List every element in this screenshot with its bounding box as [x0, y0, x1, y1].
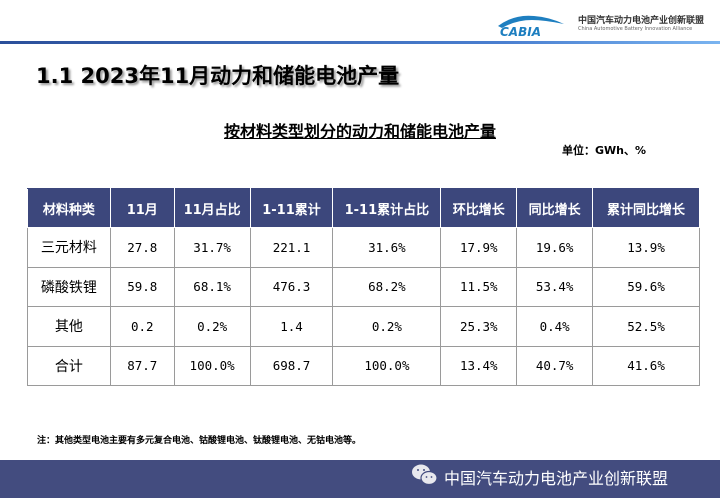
table-cell: 25.3%	[440, 306, 518, 347]
table-cell: 68.2%	[332, 266, 442, 307]
row-label: 合计	[27, 345, 111, 386]
footnote: 注：其他类型电池主要有多元复合电池、钴酸锂电池、钛酸锂电池、无钴电池等。	[37, 436, 362, 446]
cabia-logo: CABIA 中国汽车动力电池产业创新联盟 China Automotive Ba…	[490, 10, 720, 40]
table-cell: 68.1%	[173, 266, 251, 307]
footer-bar: 中国汽车动力电池产业创新联盟	[0, 460, 720, 498]
cabia-logo-mark: CABIA	[498, 15, 564, 38]
column-header: 1-11累计	[249, 188, 334, 228]
table-cell: 13.9%	[592, 227, 700, 268]
table-cell: 100.0%	[173, 345, 251, 386]
table-row: 磷酸铁锂 59.8 68.1% 476.3 68.2% 11.5% 53.4% 59.6%	[27, 266, 700, 307]
table-header-row: 材料种类 11月 11月占比 1-11累计 1-11累计占比 环比增长 同比增长…	[27, 188, 700, 228]
row-label: 三元材料	[27, 227, 111, 268]
table-row: 合计 87.7 100.0% 698.7 100.0% 13.4% 40.7% 41.6%	[27, 345, 700, 386]
table-row: 其他 0.2 0.2% 1.4 0.2% 25.3% 0.4% 52.5%	[27, 306, 700, 347]
column-header: 11月	[109, 188, 175, 228]
table-cell: 59.6%	[592, 266, 700, 307]
table-cell: 476.3	[249, 266, 334, 307]
column-header: 11月占比	[173, 188, 251, 228]
org-name-cn: 中国汽车动力电池产业创新联盟	[578, 16, 705, 26]
table-cell: 52.5%	[592, 306, 700, 347]
table-row: 三元材料 27.8 31.7% 221.1 31.6% 17.9% 19.6% 13.9%	[27, 227, 700, 268]
table-cell: 0.2%	[173, 306, 251, 347]
table-cell: 0.2%	[332, 306, 442, 347]
production-table: 材料种类 11月 11月占比 1-11累计 1-11累计占比 环比增长 同比增长…	[27, 188, 700, 386]
row-label: 其他	[27, 306, 111, 347]
wechat-icon	[412, 464, 438, 486]
org-name-en: China Automotive Battery Innovation Alli…	[578, 26, 693, 32]
column-header: 环比增长	[440, 188, 518, 228]
column-header: 累计同比增长	[592, 188, 700, 228]
table-cell: 698.7	[249, 345, 334, 386]
table-cell: 0.4%	[516, 306, 594, 347]
table-cell: 59.8	[109, 266, 175, 307]
table-cell: 100.0%	[332, 345, 442, 386]
table-cell: 221.1	[249, 227, 334, 268]
footer-org-name: 中国汽车动力电池产业创新联盟	[444, 469, 669, 488]
table-cell: 53.4%	[516, 266, 594, 307]
table-title: 按材料类型划分的动力和储能电池产量	[223, 122, 496, 141]
table-cell: 31.6%	[332, 227, 442, 268]
table-cell: 87.7	[109, 345, 175, 386]
table-cell: 40.7%	[516, 345, 594, 386]
table-cell: 11.5%	[440, 266, 518, 307]
svg-text:CABIA: CABIA	[500, 25, 541, 38]
table-cell: 0.2	[109, 306, 175, 347]
column-header: 1-11累计占比	[332, 188, 442, 228]
table-cell: 1.4	[249, 306, 334, 347]
page-title: 1.1 2023年11月动力和储能电池产量	[36, 64, 400, 88]
table-cell: 19.6%	[516, 227, 594, 268]
table-cell: 13.4%	[440, 345, 518, 386]
column-header: 材料种类	[27, 188, 111, 228]
header-divider	[0, 41, 720, 44]
table-cell: 41.6%	[592, 345, 700, 386]
unit-label: 单位：GWh、%	[562, 144, 647, 157]
row-label: 磷酸铁锂	[27, 266, 111, 307]
table-cell: 27.8	[109, 227, 175, 268]
table-cell: 17.9%	[440, 227, 518, 268]
table-cell: 31.7%	[173, 227, 251, 268]
column-header: 同比增长	[516, 188, 594, 228]
